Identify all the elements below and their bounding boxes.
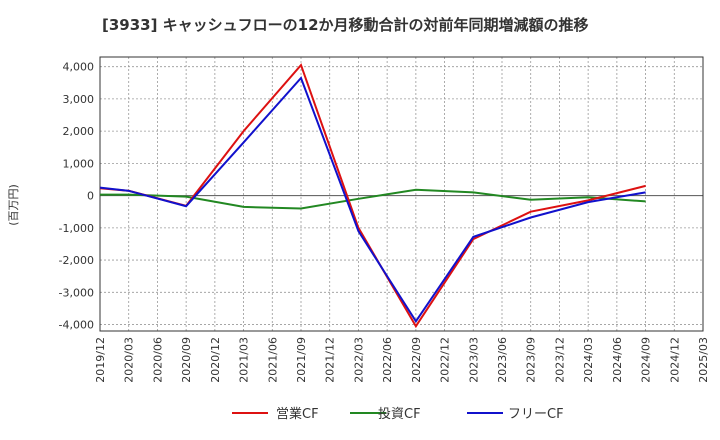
y-tick-label: -4,000 bbox=[59, 319, 94, 332]
series-lines bbox=[99, 63, 646, 329]
x-tick-label: 2024/06 bbox=[611, 337, 624, 383]
chart-title: [3933] キャッシュフローの12か月移動合計の対前年同期増減額の推移 bbox=[102, 16, 589, 34]
x-tick-label: 2020/09 bbox=[180, 337, 193, 383]
legend-label: 営業CF bbox=[276, 406, 319, 422]
series-line-free-cf bbox=[99, 76, 646, 324]
legend-label: 投資CF bbox=[378, 406, 421, 422]
y-tick-label: 1,000 bbox=[63, 157, 95, 170]
y-tick-label: -1,000 bbox=[59, 222, 94, 235]
y-tick-label: -3,000 bbox=[59, 286, 94, 299]
x-tick-label: 2021/09 bbox=[295, 337, 308, 383]
x-tick-label: 2023/09 bbox=[525, 337, 538, 383]
x-tick-label: 2022/03 bbox=[352, 337, 365, 383]
y-axis-label: (百万円) bbox=[7, 184, 20, 226]
x-tick-label: 2021/03 bbox=[238, 337, 251, 383]
x-tick-label: 2025/03 bbox=[697, 337, 710, 383]
x-tick-label: 2023/12 bbox=[553, 337, 566, 383]
x-tick-label: 2022/12 bbox=[439, 337, 452, 383]
y-tick-label: 3,000 bbox=[63, 93, 95, 106]
x-tick-label: 2021/12 bbox=[324, 337, 337, 383]
x-tick-label: 2022/06 bbox=[381, 337, 394, 383]
series-line-investing-cf bbox=[100, 188, 646, 210]
x-tick-label: 2023/03 bbox=[467, 337, 480, 383]
x-tick-label: 2024/12 bbox=[668, 337, 681, 383]
x-tick-label: 2023/06 bbox=[496, 337, 509, 383]
x-tick-label: 2024/09 bbox=[640, 337, 653, 383]
x-tick-label: 2024/03 bbox=[582, 337, 595, 383]
y-tick-label: -2,000 bbox=[59, 254, 94, 267]
x-tick-label: 2022/09 bbox=[410, 337, 423, 383]
x-tick-label: 2020/12 bbox=[209, 337, 222, 383]
x-tick-label: 2019/12 bbox=[94, 337, 107, 383]
x-tick-label: 2021/06 bbox=[266, 337, 279, 383]
y-tick-label: 2,000 bbox=[63, 125, 95, 138]
x-tick-label: 2020/06 bbox=[151, 337, 164, 383]
legend-label: フリーCF bbox=[508, 407, 564, 422]
legend: 営業CF 投資CF フリーCF bbox=[232, 406, 564, 422]
y-tick-label: 0 bbox=[87, 190, 94, 203]
x-tick-label: 2020/03 bbox=[123, 337, 136, 383]
y-tick-label: 4,000 bbox=[63, 61, 95, 74]
axes: 4,000 3,000 2,000 1,000 0 -1,000 -2,000 -3,000 -… bbox=[59, 56, 710, 383]
